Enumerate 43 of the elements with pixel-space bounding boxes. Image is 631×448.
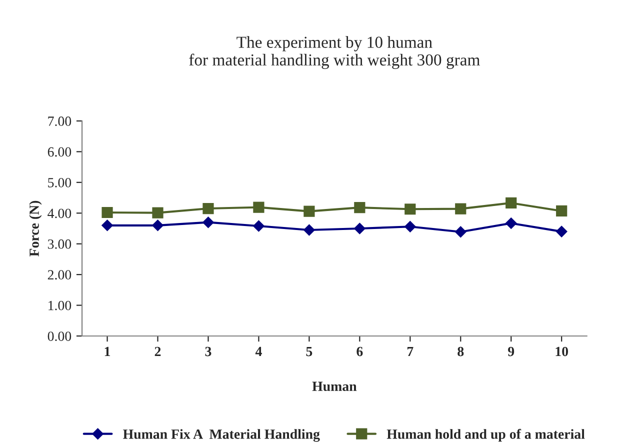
y-tick-label: 6.00: [48, 147, 72, 157]
point: [556, 226, 568, 238]
point: [253, 202, 264, 213]
x-tick-label: 2: [154, 346, 161, 356]
x-tick-label: 3: [205, 346, 212, 356]
point: [455, 226, 466, 238]
x-tick-label: 10: [556, 346, 568, 356]
point: [152, 220, 164, 232]
x-tick-label: 5: [306, 346, 312, 356]
y-tick-label: 4.00: [48, 208, 72, 218]
point: [506, 218, 517, 229]
y-tick-label: 7.00: [48, 116, 72, 126]
y-tick-label: 0.00: [48, 332, 72, 342]
point: [152, 207, 164, 218]
point: [556, 205, 568, 217]
x-tick-label: 9: [508, 346, 514, 356]
point: [455, 203, 466, 214]
legend-label: Human hold and up of a material: [386, 428, 585, 442]
point: [304, 206, 315, 217]
point: [202, 216, 214, 228]
point: [253, 220, 264, 232]
x-tick-label: 4: [255, 346, 262, 356]
point: [354, 202, 366, 214]
y-tick-label: 1.00: [48, 300, 72, 310]
y-tick-label: 5.00: [48, 178, 72, 188]
x-tick-label: 7: [407, 346, 414, 356]
point: [354, 222, 366, 234]
chart-title: The experiment by 10 human for material handling with weight 300 gram: [189, 36, 480, 69]
y-tick-label: 2.00: [48, 270, 72, 280]
y-tick-label: 3.00: [48, 239, 72, 249]
legend-label: Human Fix A Material Handling: [123, 429, 320, 442]
point: [102, 206, 113, 218]
x-tick-label: 8: [458, 346, 464, 356]
point: [202, 202, 214, 214]
y-axis-title: Force (N): [29, 200, 42, 256]
point: [404, 221, 416, 232]
x-tick-label: 6: [356, 346, 363, 356]
point: [102, 220, 113, 232]
point: [304, 224, 315, 236]
point: [404, 204, 416, 215]
x-tick-label: 1: [104, 346, 110, 356]
x-axis-title: Human: [312, 382, 357, 392]
point: [506, 197, 517, 209]
